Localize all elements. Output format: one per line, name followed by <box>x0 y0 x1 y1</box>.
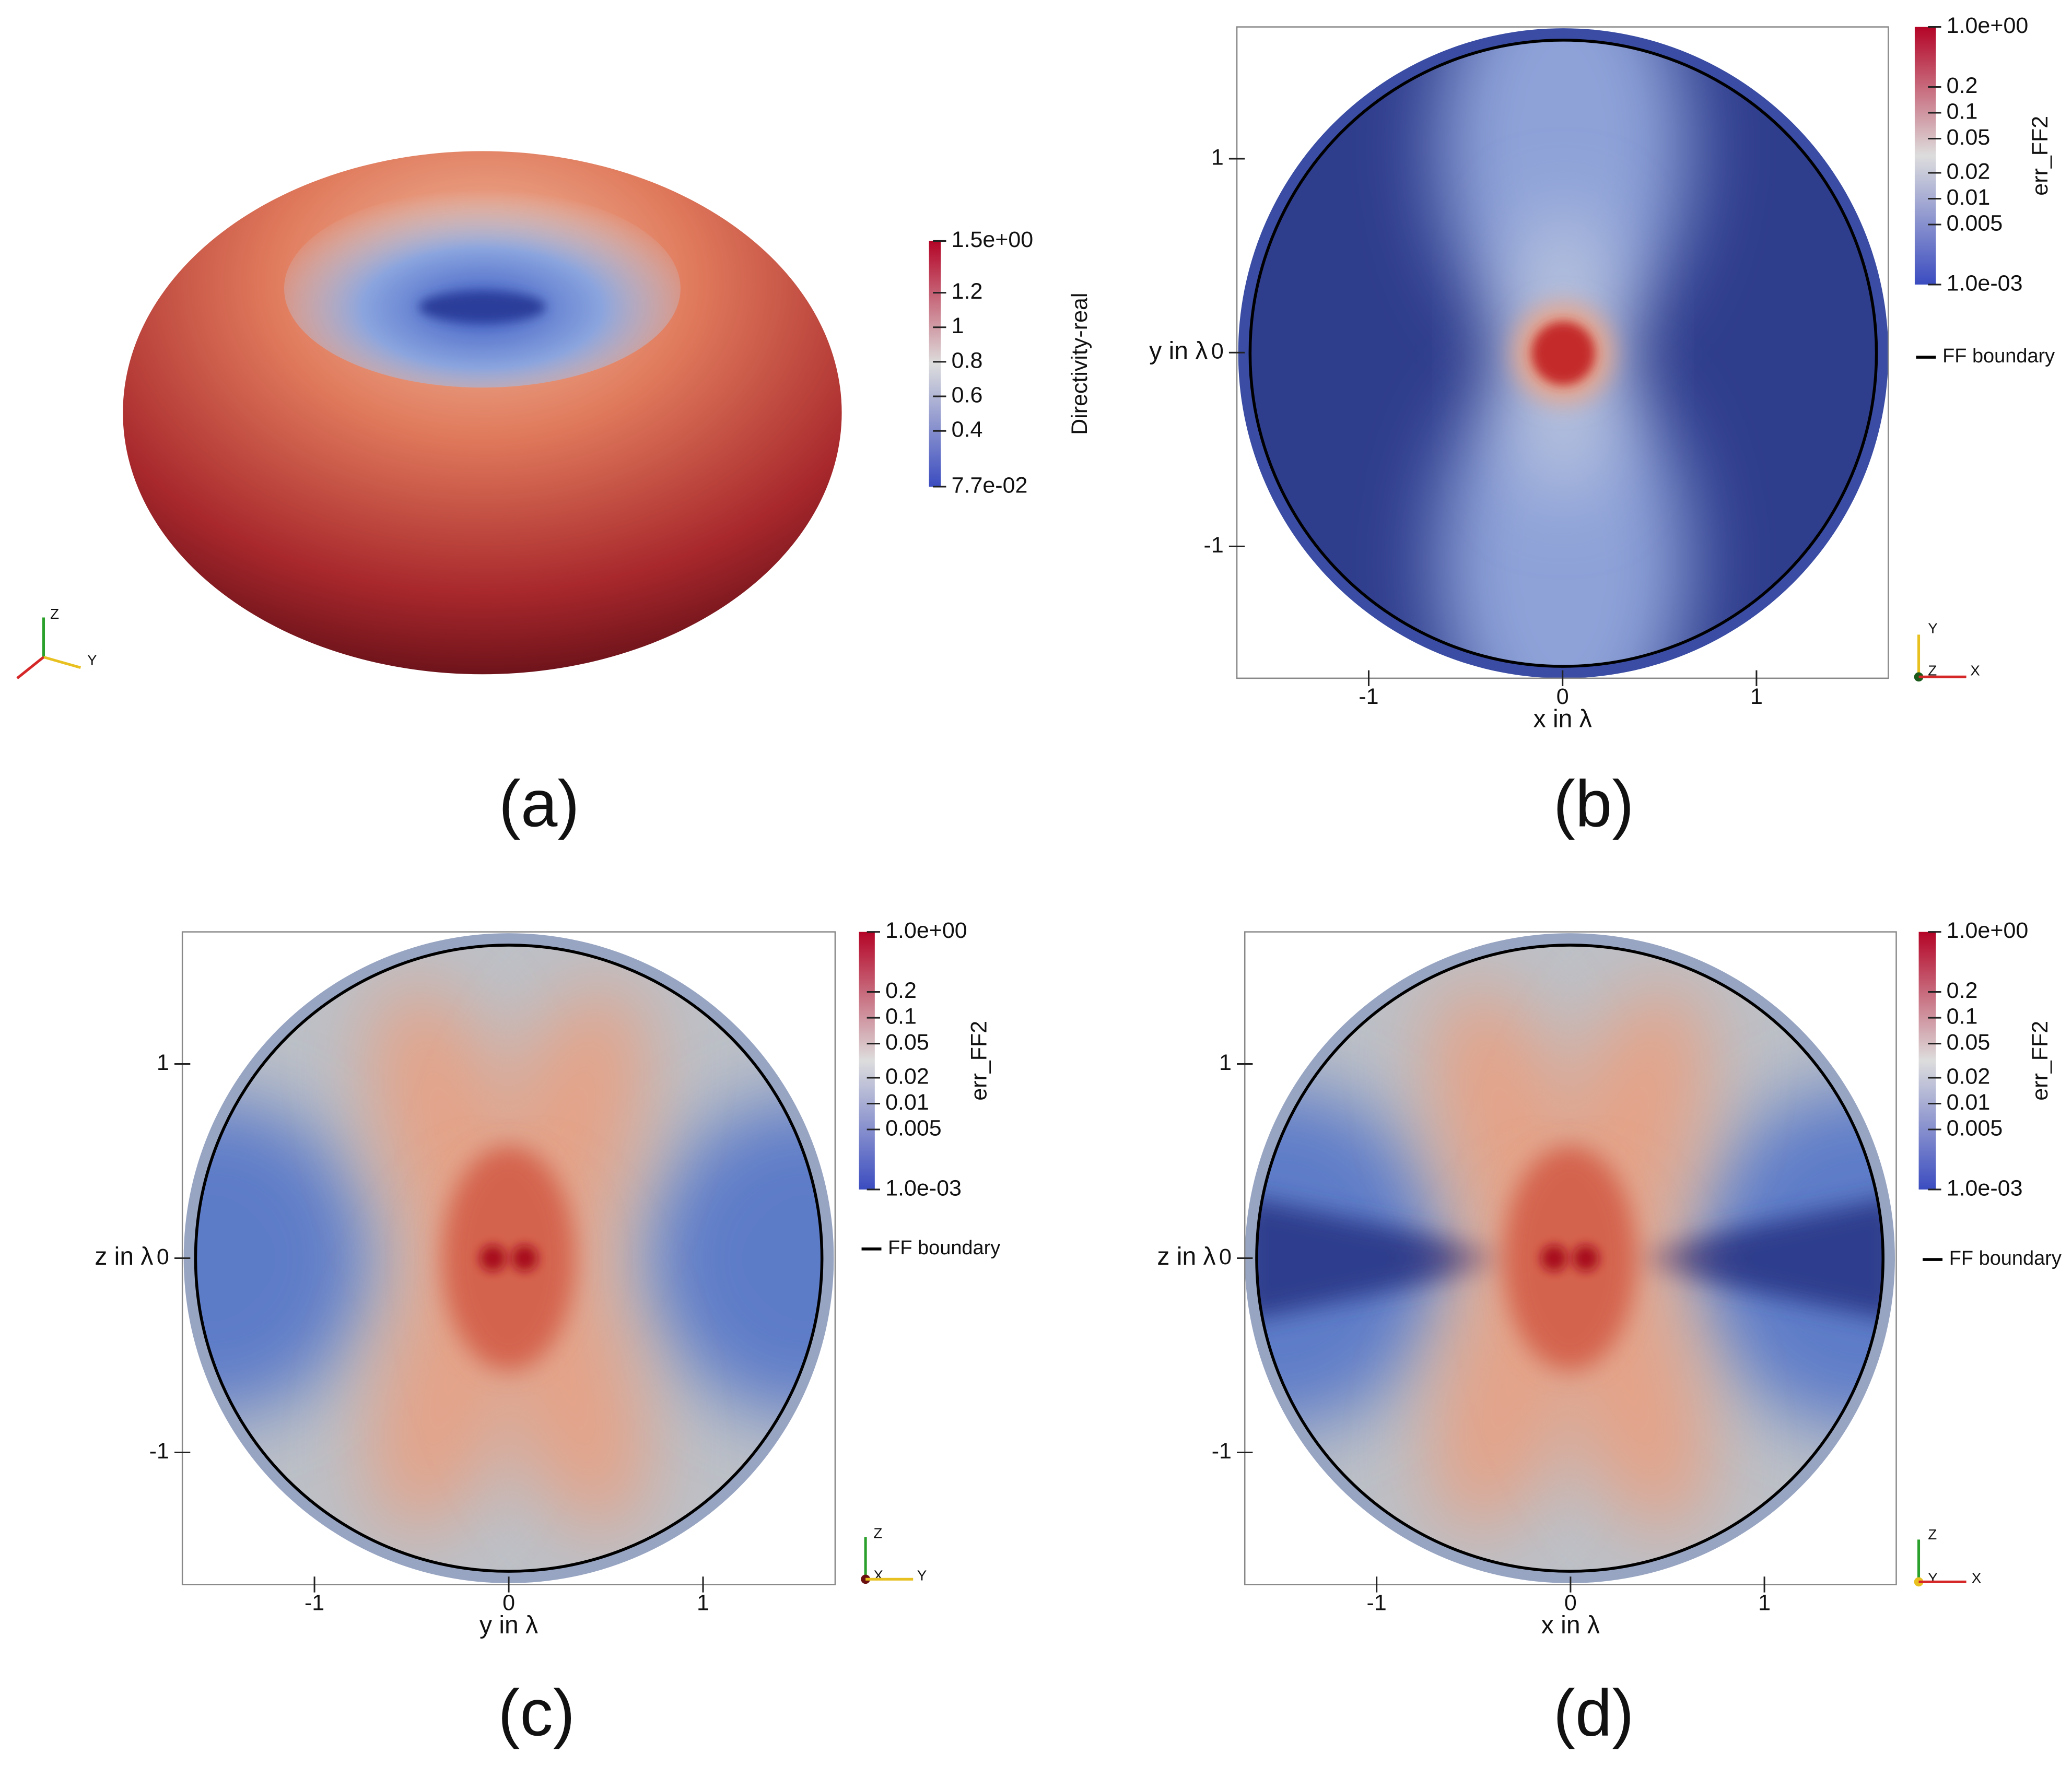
legend-label: FF boundary <box>888 1237 1000 1259</box>
triad-label: X <box>1972 1570 1982 1586</box>
colorbar-tick-label: 0.05 <box>1947 125 1991 150</box>
colorbar-tick-label: 0.8 <box>952 348 983 373</box>
colorbar <box>1918 932 1936 1190</box>
triad-label: X <box>1970 663 1980 679</box>
panel-label: (a) <box>499 767 580 841</box>
y-tick-label: 1 <box>1219 1050 1232 1075</box>
colorbar-title: err_FF2 <box>967 1021 992 1101</box>
colorbar-tick-label: 1.0e-03 <box>1947 270 2023 296</box>
colorbar <box>929 241 941 487</box>
triad-label: Y <box>1928 620 1938 637</box>
colorbar-tick-label: 1.2 <box>952 279 983 304</box>
colorbar-tick-label: 1.0e-03 <box>1947 1175 2023 1200</box>
y-tick-label: -1 <box>149 1439 169 1464</box>
colorbar <box>1914 27 1936 285</box>
legend-label: FF boundary <box>1949 1247 2062 1269</box>
panel-label: (b) <box>1553 767 1634 841</box>
triad-label: Y <box>1928 1570 1938 1586</box>
colorbar-tick-label: 0.2 <box>1947 978 1978 1003</box>
surface-render <box>123 151 842 675</box>
colorbar-tick-label: 0.2 <box>1947 73 1978 98</box>
y-tick-label: 0 <box>157 1244 169 1269</box>
colorbar-tick-label: 0.1 <box>885 1004 917 1029</box>
x-axis-label: y in λ <box>479 1611 538 1639</box>
colorbar-tick-label: 0.1 <box>1947 99 1978 124</box>
colorbar-tick-label: 0.02 <box>1947 159 1991 184</box>
colorbar-tick-label: 0.005 <box>1947 210 2003 236</box>
triad-label: Z <box>873 1525 882 1541</box>
x-tick-label: -1 <box>1367 1591 1387 1616</box>
colorbar-title: err_FF2 <box>2028 1021 2053 1101</box>
y-tick-label: 0 <box>1219 1244 1232 1269</box>
triad-axis <box>16 656 45 679</box>
colorbar-tick-label: 1.5e+00 <box>952 227 1034 252</box>
x-tick-label: 1 <box>1758 1591 1771 1616</box>
colorbar-tick-label: 0.02 <box>1947 1064 1991 1089</box>
x-axis-label: x in λ <box>1541 1611 1600 1639</box>
triad-label: Y <box>87 652 97 668</box>
colorbar-tick-label: 1.0e+00 <box>1947 918 2029 943</box>
colorbar-tick-label: 0.01 <box>885 1090 929 1115</box>
x-tick-label: -1 <box>305 1591 324 1616</box>
colorbar-tick-label: 7.7e-02 <box>952 473 1028 498</box>
legend-label: FF boundary <box>1942 345 2055 367</box>
triad-axis <box>43 655 81 669</box>
colorbar-title: err_FF2 <box>2028 116 2053 196</box>
x-tick-label: 0 <box>1556 684 1569 709</box>
colorbar-tick-label: 0.005 <box>885 1115 942 1140</box>
panel-label: (c) <box>498 1675 575 1749</box>
triad-label: Y <box>917 1568 927 1584</box>
colorbar-tick-label: 0.01 <box>1947 1090 1991 1115</box>
y-tick-label: -1 <box>1204 533 1224 558</box>
x-tick-label: 0 <box>1564 1591 1577 1616</box>
triad-label: Z <box>1928 1526 1937 1543</box>
colorbar-tick-label: 1.0e-03 <box>885 1175 962 1200</box>
x-tick-label: 1 <box>697 1591 709 1616</box>
x-tick-label: -1 <box>1359 684 1378 709</box>
colorbar-tick-label: 0.2 <box>885 978 917 1003</box>
colorbar-tick-label: 0.4 <box>952 417 983 442</box>
y-axis-label: y in λ <box>1149 337 1208 365</box>
y-tick-label: 0 <box>1211 339 1224 364</box>
x-axis-label: x in λ <box>1533 705 1592 733</box>
heatmap <box>1238 28 1889 678</box>
heatmap <box>183 933 834 1583</box>
colorbar-tick-label: 0.02 <box>885 1064 929 1089</box>
colorbar-tick-label: 0.005 <box>1947 1115 2003 1140</box>
y-axis-label: z in λ <box>1157 1242 1215 1270</box>
x-tick-label: 0 <box>502 1591 515 1616</box>
panel-label: (d) <box>1553 1675 1634 1749</box>
colorbar-tick-label: 0.1 <box>1947 1004 1978 1029</box>
heatmap <box>1245 933 1895 1583</box>
triad-label: Z <box>50 606 59 622</box>
colorbar-tick-label: 1 <box>952 313 964 338</box>
y-tick-label: 1 <box>157 1050 169 1075</box>
colorbar-tick-label: 0.05 <box>1947 1030 1991 1055</box>
colorbar <box>859 932 875 1190</box>
colorbar-tick-label: 1.0e+00 <box>1947 13 2029 38</box>
colorbar-tick-label: 0.01 <box>1947 185 1991 210</box>
colorbar-tick-label: 0.6 <box>952 382 983 407</box>
triad-label: Z <box>1928 663 1937 679</box>
triad-label: X <box>873 1568 883 1584</box>
colorbar-tick-label: 0.05 <box>885 1030 929 1055</box>
x-tick-label: 1 <box>1750 684 1763 709</box>
colorbar-title: Directivity-real <box>1067 293 1092 435</box>
y-axis-label: z in λ <box>95 1242 153 1270</box>
colorbar-tick-label: 1.0e+00 <box>885 918 967 943</box>
y-tick-label: -1 <box>1212 1439 1232 1464</box>
y-tick-label: 1 <box>1211 145 1224 170</box>
